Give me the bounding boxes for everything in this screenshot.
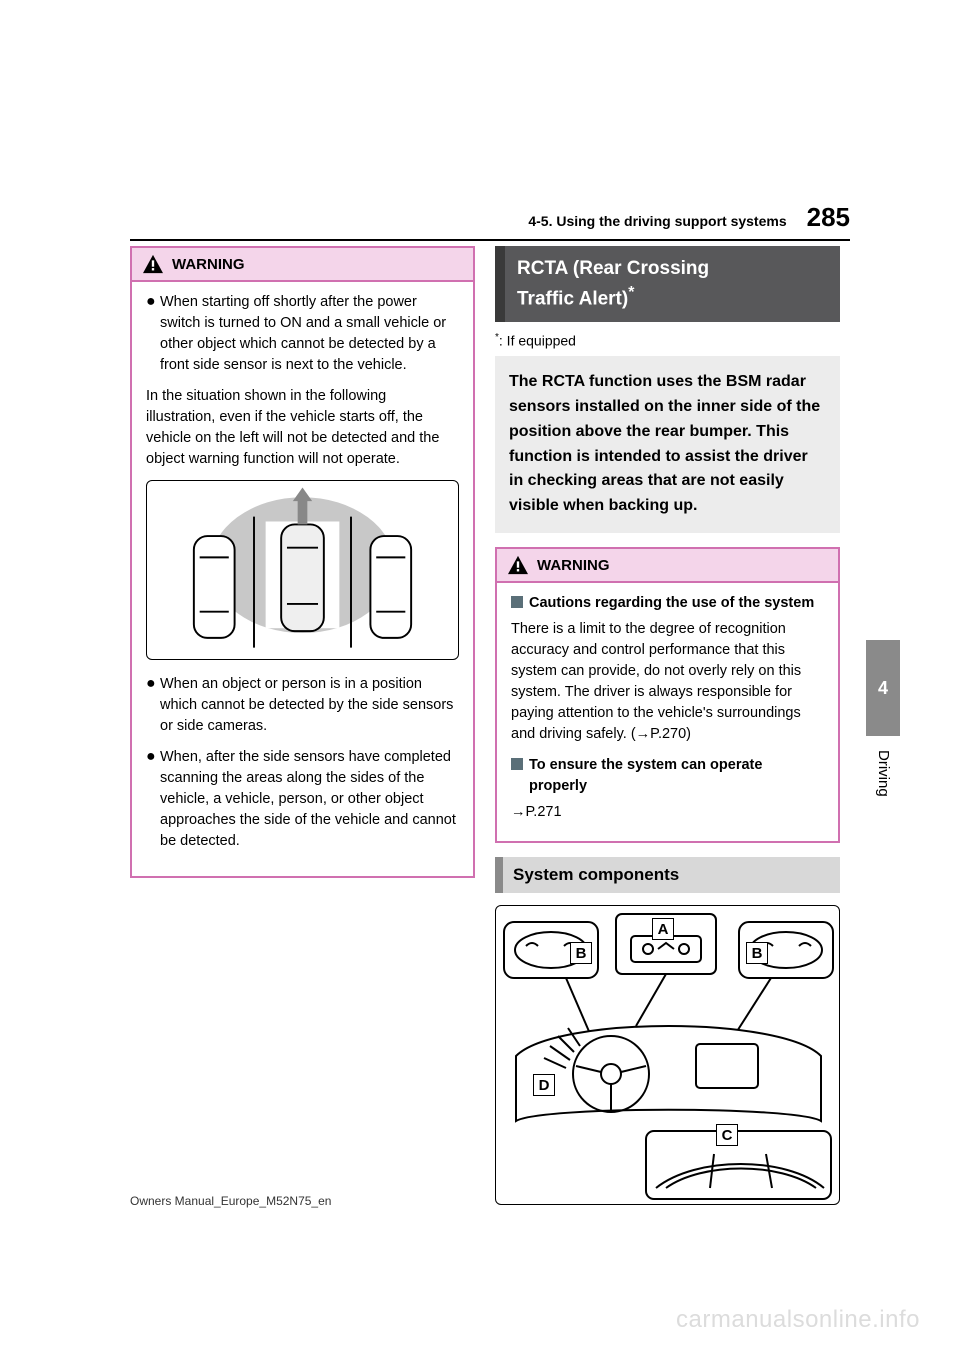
chapter-label: Driving — [875, 750, 892, 797]
section-title: 4-5. Using the driving support systems — [528, 213, 786, 229]
feature-intro: The RCTA function uses the BSM radar sen… — [495, 356, 840, 533]
warning-body-left: ● When starting off shortly after the po… — [132, 282, 473, 876]
caution-heading-row: Cautions regarding the use of the system — [511, 593, 824, 613]
warning-paragraph: In the situation shown in the following … — [146, 386, 459, 470]
square-marker-icon — [511, 596, 523, 608]
label-b-right: B — [746, 942, 768, 964]
square-marker-icon — [511, 758, 523, 770]
right-column: RCTA (Rear Crossing Traffic Alert)* *: I… — [495, 246, 840, 1205]
ensure-heading-row: To ensure the system can operate properl… — [511, 755, 824, 796]
asterisk-note: *: If equipped — [495, 332, 840, 349]
warning-title: WARNING — [172, 256, 245, 273]
chapter-number: 4 — [878, 678, 888, 699]
page-header: 4-5. Using the driving support systems 2… — [130, 202, 850, 241]
bullet-text: When, after the side sensors have comple… — [160, 747, 459, 852]
footer-id: Owners Manual_Europe_M52N75_en — [130, 1194, 331, 1208]
warning-header: WARNING — [132, 248, 473, 282]
page-number: 285 — [807, 202, 850, 233]
warning-body-right: Cautions regarding the use of the system… — [497, 583, 838, 841]
feature-title-line2: Traffic Alert) — [517, 288, 628, 309]
caution-heading: Cautions regarding the use of the system — [529, 593, 814, 613]
warning-box-right: WARNING Cautions regarding the use of th… — [495, 547, 840, 843]
bullet-dot-icon: ● — [146, 674, 160, 737]
bullet-dot-icon: ● — [146, 747, 160, 852]
chapter-tab: 4 — [866, 640, 900, 736]
ensure-ref: →P.271 — [511, 802, 824, 823]
bullet-dot-icon: ● — [146, 292, 160, 376]
parking-illustration — [146, 480, 459, 660]
bullet-text: When starting off shortly after the powe… — [160, 292, 459, 376]
manual-page: 4-5. Using the driving support systems 2… — [0, 0, 960, 1358]
asterisk-text: : If equipped — [499, 332, 576, 348]
label-d: D — [533, 1074, 555, 1096]
content-columns: WARNING ● When starting off shortly afte… — [130, 246, 850, 1205]
caution-body: There is a limit to the degree of recogn… — [511, 619, 824, 745]
feature-title: RCTA (Rear Crossing Traffic Alert)* — [495, 246, 840, 322]
feature-title-line1: RCTA (Rear Crossing — [517, 258, 709, 279]
warning-triangle-icon — [142, 254, 164, 274]
parking-svg — [157, 485, 448, 655]
components-illustration: A B B D C — [495, 905, 840, 1205]
label-a: A — [652, 918, 674, 940]
left-column: WARNING ● When starting off shortly afte… — [130, 246, 475, 1205]
bullet-item: ● When, after the side sensors have comp… — [146, 747, 459, 852]
feature-sup: * — [628, 284, 634, 301]
label-c: C — [716, 1124, 738, 1146]
warning-triangle-icon — [507, 555, 529, 575]
label-b-left: B — [570, 942, 592, 964]
dashboard-svg — [496, 906, 840, 1205]
ensure-heading: To ensure the system can operate properl… — [529, 755, 824, 796]
warning-box-left: WARNING ● When starting off shortly afte… — [130, 246, 475, 878]
warning-header: WARNING — [497, 549, 838, 583]
bullet-item: ● When an object or person is in a posit… — [146, 674, 459, 737]
watermark: carmanualsonline.info — [676, 1306, 920, 1334]
bullet-text: When an object or person is in a positio… — [160, 674, 459, 737]
components-heading: System components — [495, 857, 840, 893]
warning-title: WARNING — [537, 557, 610, 574]
bullet-item: ● When starting off shortly after the po… — [146, 292, 459, 376]
